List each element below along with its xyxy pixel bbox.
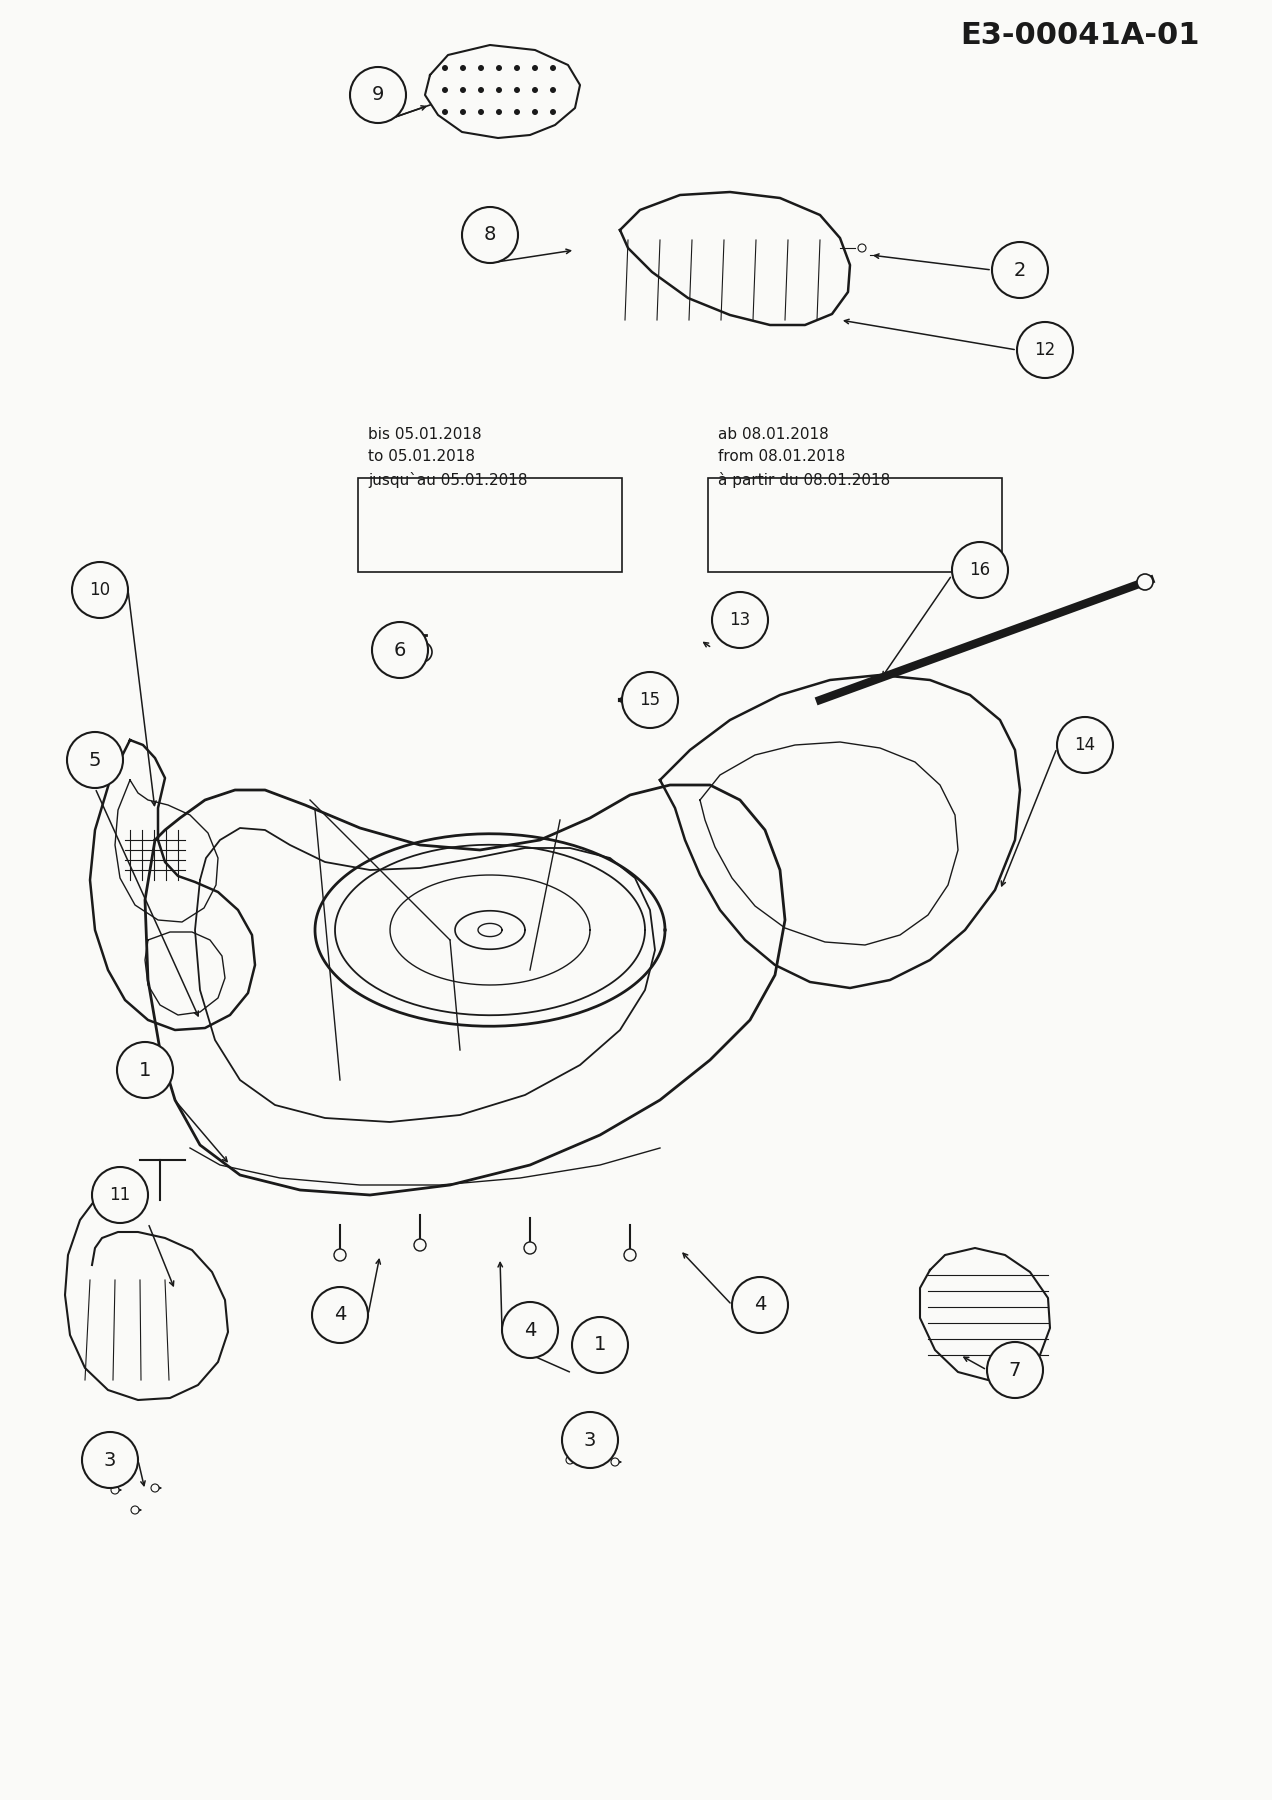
Text: 4: 4: [333, 1305, 346, 1325]
Circle shape: [496, 110, 502, 115]
Text: 2: 2: [1014, 261, 1027, 279]
Text: 1: 1: [594, 1336, 607, 1354]
Text: 3: 3: [104, 1451, 116, 1469]
Text: bis 05.01.2018
to 05.01.2018
jusqu`au 05.01.2018: bis 05.01.2018 to 05.01.2018 jusqu`au 05…: [368, 427, 528, 488]
Text: 16: 16: [969, 562, 991, 580]
Circle shape: [532, 86, 538, 94]
Circle shape: [335, 1249, 346, 1262]
Circle shape: [625, 1249, 636, 1262]
Text: 13: 13: [729, 610, 750, 628]
Circle shape: [462, 207, 518, 263]
Circle shape: [478, 86, 485, 94]
FancyBboxPatch shape: [357, 479, 622, 572]
FancyBboxPatch shape: [709, 479, 1002, 572]
Circle shape: [566, 1456, 574, 1463]
Text: 11: 11: [109, 1186, 131, 1204]
Circle shape: [111, 1487, 120, 1494]
Circle shape: [550, 65, 556, 70]
Circle shape: [496, 65, 502, 70]
Circle shape: [67, 733, 123, 788]
Circle shape: [478, 110, 485, 115]
Circle shape: [371, 623, 427, 679]
Text: 9: 9: [371, 85, 384, 104]
Circle shape: [117, 1042, 173, 1098]
Circle shape: [413, 1238, 426, 1251]
Circle shape: [572, 1318, 628, 1373]
Text: 4: 4: [754, 1296, 766, 1314]
Text: 12: 12: [1034, 340, 1056, 358]
Circle shape: [532, 65, 538, 70]
Circle shape: [514, 110, 520, 115]
Text: 15: 15: [640, 691, 660, 709]
Circle shape: [550, 86, 556, 94]
Circle shape: [951, 542, 1007, 598]
Circle shape: [412, 643, 432, 662]
Circle shape: [532, 110, 538, 115]
Circle shape: [992, 241, 1048, 299]
Text: 1: 1: [139, 1060, 151, 1080]
Text: ab 08.01.2018
from 08.01.2018
à partir du 08.01.2018: ab 08.01.2018 from 08.01.2018 à partir d…: [717, 427, 890, 488]
Circle shape: [591, 1444, 599, 1453]
Text: E3-00041A-01: E3-00041A-01: [960, 22, 1199, 50]
Circle shape: [611, 1458, 619, 1465]
Circle shape: [441, 110, 448, 115]
Circle shape: [622, 671, 678, 727]
Circle shape: [460, 86, 466, 94]
Text: 5: 5: [89, 751, 102, 770]
Text: 3: 3: [584, 1431, 597, 1449]
Circle shape: [441, 65, 448, 70]
Text: 4: 4: [524, 1321, 537, 1339]
Circle shape: [502, 1301, 558, 1357]
Circle shape: [151, 1483, 159, 1492]
Circle shape: [312, 1287, 368, 1343]
Circle shape: [514, 86, 520, 94]
Circle shape: [92, 1166, 148, 1222]
Text: 8: 8: [483, 225, 496, 245]
Circle shape: [478, 65, 485, 70]
Text: 14: 14: [1075, 736, 1095, 754]
Circle shape: [496, 86, 502, 94]
Circle shape: [524, 1242, 536, 1255]
Circle shape: [731, 1276, 787, 1334]
Circle shape: [73, 562, 128, 617]
Circle shape: [550, 110, 556, 115]
Circle shape: [625, 691, 640, 707]
Circle shape: [1057, 716, 1113, 772]
Circle shape: [81, 1433, 137, 1489]
Circle shape: [1018, 322, 1074, 378]
Text: 10: 10: [89, 581, 111, 599]
Circle shape: [350, 67, 406, 122]
Circle shape: [1137, 574, 1152, 590]
Circle shape: [131, 1507, 139, 1514]
Text: 7: 7: [1009, 1361, 1021, 1379]
Circle shape: [441, 86, 448, 94]
Circle shape: [562, 1411, 618, 1469]
Circle shape: [514, 65, 520, 70]
Text: 6: 6: [394, 641, 406, 659]
Circle shape: [987, 1343, 1043, 1399]
Circle shape: [460, 110, 466, 115]
Circle shape: [712, 592, 768, 648]
Circle shape: [460, 65, 466, 70]
